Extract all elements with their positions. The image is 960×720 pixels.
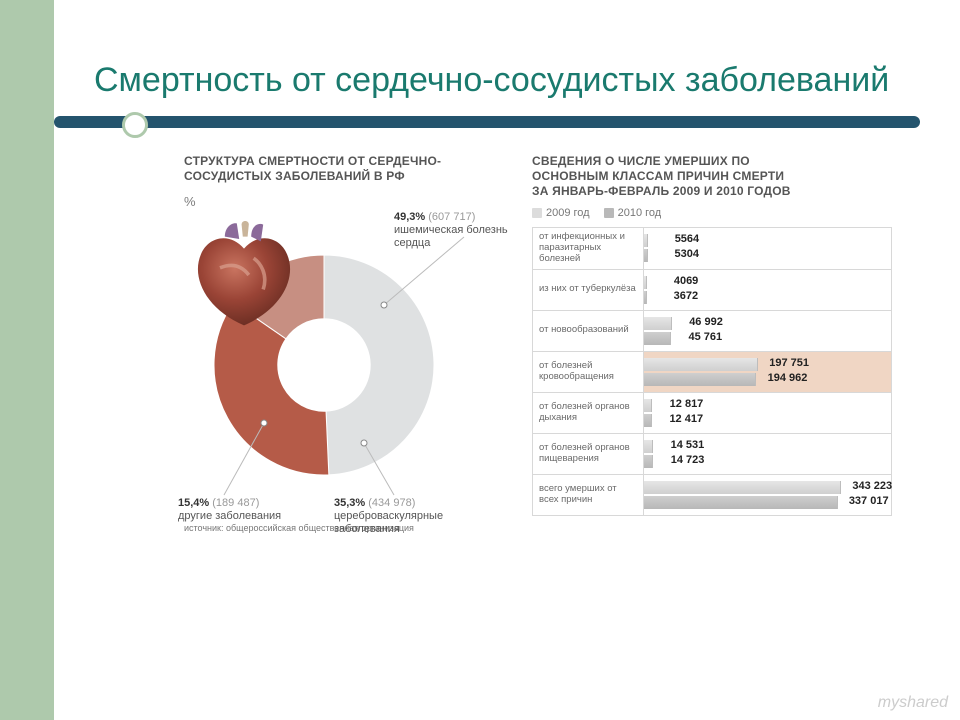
table-row: от болезней органов дыхания12 81712 417 (533, 392, 892, 433)
left-panel: СТРУКТУРА СМЕРТНОСТИ ОТ СЕРДЕЧНО- СОСУДИ… (184, 154, 524, 533)
row-label: всего умерших от всех причин (533, 474, 644, 515)
row-bars: 197 751194 962 (644, 351, 892, 392)
donut-callout: 35,3% (434 978)цереброваскулярныезаболев… (334, 497, 443, 537)
content: Смертность от сердечно-сосудистых заболе… (54, 0, 960, 720)
row-label: от болезней органов дыхания (533, 392, 644, 433)
legend-2010: 2010 год (604, 207, 662, 219)
panels: СТРУКТУРА СМЕРТНОСТИ ОТ СЕРДЕЧНО- СОСУДИ… (94, 154, 920, 533)
row-bars: 14 53114 723 (644, 433, 892, 474)
right-panel-title: СВЕДЕНИЯ О ЧИСЛЕ УМЕРШИХ ПО ОСНОВНЫМ КЛА… (532, 154, 892, 199)
slide-title: Смертность от сердечно-сосудистых заболе… (94, 60, 920, 100)
row-bars: 12 81712 417 (644, 392, 892, 433)
table-row: всего умерших от всех причин343 223337 0… (533, 474, 892, 515)
row-label: из них от туберкулёза (533, 269, 644, 310)
right-panel: СВЕДЕНИЯ О ЧИСЛЕ УМЕРШИХ ПО ОСНОВНЫМ КЛА… (532, 154, 892, 533)
donut-callout: 49,3% (607 717)ишемическая болезньсердца (394, 211, 508, 251)
watermark: myshared (878, 694, 948, 712)
table-row: от инфекционных и паразитарных болезней5… (533, 228, 892, 270)
legend: 2009 год 2010 год (532, 207, 892, 219)
row-label: от болезней кровообращения (533, 351, 644, 392)
row-label: от болезней органов пищеварения (533, 433, 644, 474)
row-bars: 55645304 (644, 228, 892, 270)
row-bars: 46 99245 761 (644, 310, 892, 351)
slide: Смертность от сердечно-сосудистых заболе… (0, 0, 960, 720)
title-divider (94, 112, 920, 126)
table-row: от болезней органов пищеварения14 53114 … (533, 433, 892, 474)
unit-badge: % (184, 194, 524, 209)
table-row: из них от туберкулёза40693672 (533, 269, 892, 310)
row-bars: 343 223337 017 (644, 474, 892, 515)
row-bars: 40693672 (644, 269, 892, 310)
row-label: от новообразований (533, 310, 644, 351)
table-row: от новообразований46 99245 761 (533, 310, 892, 351)
sidebar (0, 0, 54, 720)
donut-chart: 49,3% (607 717)ишемическая болезньсердца… (184, 215, 484, 515)
left-panel-title: СТРУКТУРА СМЕРТНОСТИ ОТ СЕРДЕЧНО- СОСУДИ… (184, 154, 524, 184)
donut-callout: 15,4% (189 487)другие заболевания (178, 497, 281, 523)
legend-2009: 2009 год (532, 207, 590, 219)
bars-table: от инфекционных и паразитарных болезней5… (532, 227, 892, 516)
table-row: от болезней кровообращения197 751194 962 (533, 351, 892, 392)
row-label: от инфекционных и паразитарных болезней (533, 228, 644, 270)
